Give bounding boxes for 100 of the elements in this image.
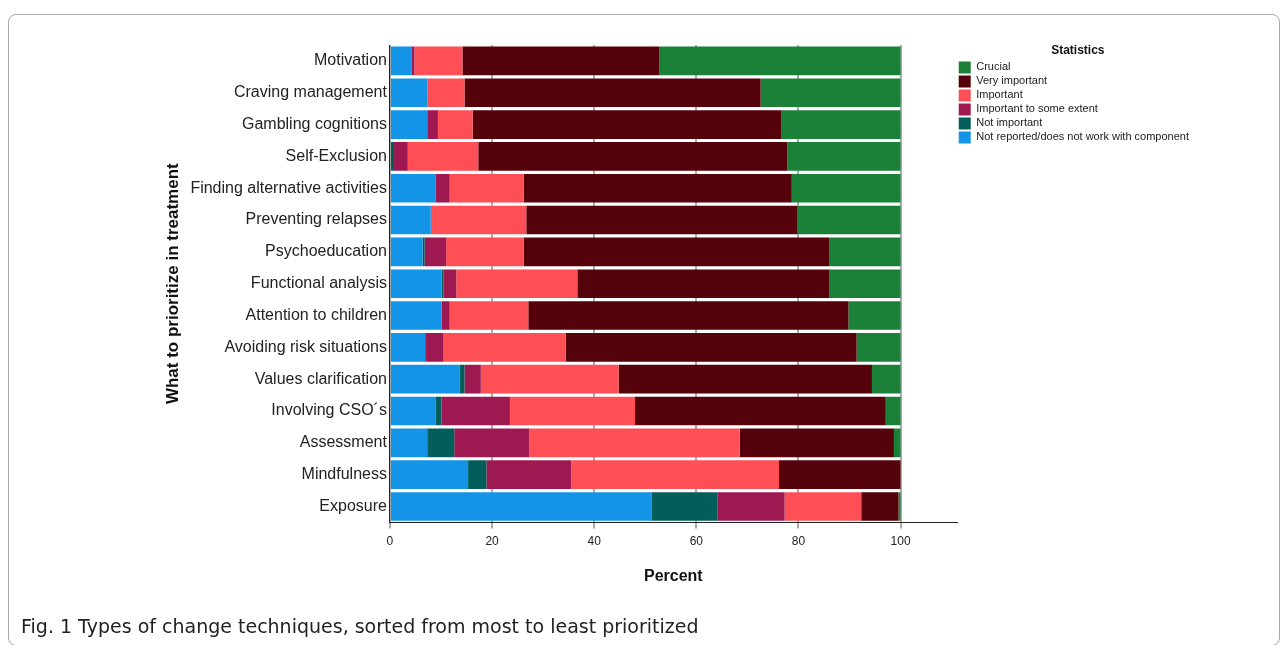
bar: [871, 364, 901, 394]
bar: [437, 110, 473, 139]
bar: [435, 396, 442, 426]
y-tick-label: Finding alternative activities: [190, 178, 387, 196]
bar: [422, 237, 425, 267]
bar: [571, 460, 780, 489]
bar: [390, 301, 442, 330]
bar: [390, 460, 469, 489]
bar: [449, 301, 529, 330]
bar: [427, 428, 455, 458]
bar: [760, 78, 901, 108]
bar: [565, 333, 857, 362]
bar: [443, 269, 457, 299]
bar: [390, 237, 423, 267]
y-tick-label: Mindfulness: [301, 465, 387, 483]
bar: [829, 237, 901, 267]
bar: [523, 173, 792, 203]
bar: [787, 142, 901, 171]
bar: [390, 333, 426, 362]
bar: [784, 492, 862, 521]
y-tick-label: Craving management: [233, 83, 388, 101]
bar: [390, 269, 442, 299]
bar: [454, 428, 530, 458]
bar: [478, 142, 788, 171]
legend-label: Very important: [976, 74, 1048, 87]
bar: [635, 396, 886, 426]
bar: [861, 492, 899, 521]
bar: [390, 396, 436, 426]
y-axis-title: What to prioritize in treatment: [162, 162, 182, 405]
bar: [577, 269, 830, 299]
bar: [456, 269, 578, 299]
bar: [441, 269, 444, 299]
bar: [651, 492, 718, 521]
bar: [486, 460, 572, 489]
y-tick-label: Values clarification: [254, 369, 387, 387]
x-tick-label: 100: [890, 533, 911, 548]
bar: [898, 492, 901, 521]
bar: [390, 142, 395, 171]
bar: [480, 364, 619, 394]
bar: [390, 364, 460, 394]
legend-label: Important: [976, 88, 1023, 101]
bar: [791, 173, 901, 203]
y-tick-label: Attention to children: [245, 305, 387, 323]
caption: Fig. 1 Types of change techniques, sorted from most to least prioritized: [21, 615, 699, 637]
bar: [446, 237, 524, 267]
bar: [523, 237, 830, 267]
legend-title: Statistics: [1051, 43, 1105, 58]
bar: [425, 333, 444, 362]
bar: [779, 460, 901, 489]
bar: [390, 46, 412, 76]
bar: [739, 428, 894, 458]
bar: [443, 333, 566, 362]
bar: [424, 237, 447, 267]
bar: [394, 142, 408, 171]
y-tick-label: Motivation: [314, 51, 387, 69]
bar: [885, 396, 901, 426]
bar: [390, 428, 428, 458]
y-tick-label: Functional analysis: [250, 274, 387, 292]
legend-label: Not important: [976, 116, 1043, 129]
y-tick-label: Avoiding risk situations: [224, 337, 387, 355]
bar: [529, 428, 740, 458]
bar: [893, 428, 901, 458]
bar: [856, 333, 901, 362]
bar: [717, 492, 785, 521]
x-tick-label: 60: [689, 533, 704, 548]
y-tick-label: Exposure: [319, 496, 388, 514]
bar: [441, 396, 510, 426]
bar: [427, 110, 438, 139]
bar: [472, 110, 782, 139]
bar: [430, 205, 527, 235]
bar: [441, 301, 450, 330]
bar: [449, 173, 524, 203]
bar: [390, 173, 436, 203]
x-axis-title: Percent: [643, 566, 704, 584]
legend-label: Crucial: [976, 60, 1011, 73]
x-tick-label: 80: [791, 533, 806, 548]
legend-label: Important to some extent: [976, 102, 1098, 115]
bar: [468, 460, 487, 489]
bar: [390, 205, 431, 235]
bar: [407, 142, 479, 171]
bar: [781, 110, 901, 139]
bar: [797, 205, 901, 235]
bar: [528, 301, 849, 330]
y-tick-label: Involving CSO´s: [271, 401, 387, 419]
legend-label: Not reported/does not work with component: [976, 130, 1189, 143]
y-tick-label: Preventing relapses: [245, 210, 387, 228]
bar: [526, 205, 798, 235]
bar: [464, 364, 481, 394]
bar: [390, 110, 428, 139]
bar: [427, 78, 465, 108]
bar: [659, 46, 901, 76]
y-tick-label: Gambling cognitions: [241, 114, 387, 132]
bar: [618, 364, 872, 394]
x-tick-label: 20: [485, 533, 500, 548]
bar: [414, 46, 463, 76]
x-tick-label: 40: [587, 533, 602, 548]
bar: [411, 46, 415, 76]
bar: [435, 173, 450, 203]
bar: [390, 492, 652, 521]
bar: [390, 78, 428, 108]
